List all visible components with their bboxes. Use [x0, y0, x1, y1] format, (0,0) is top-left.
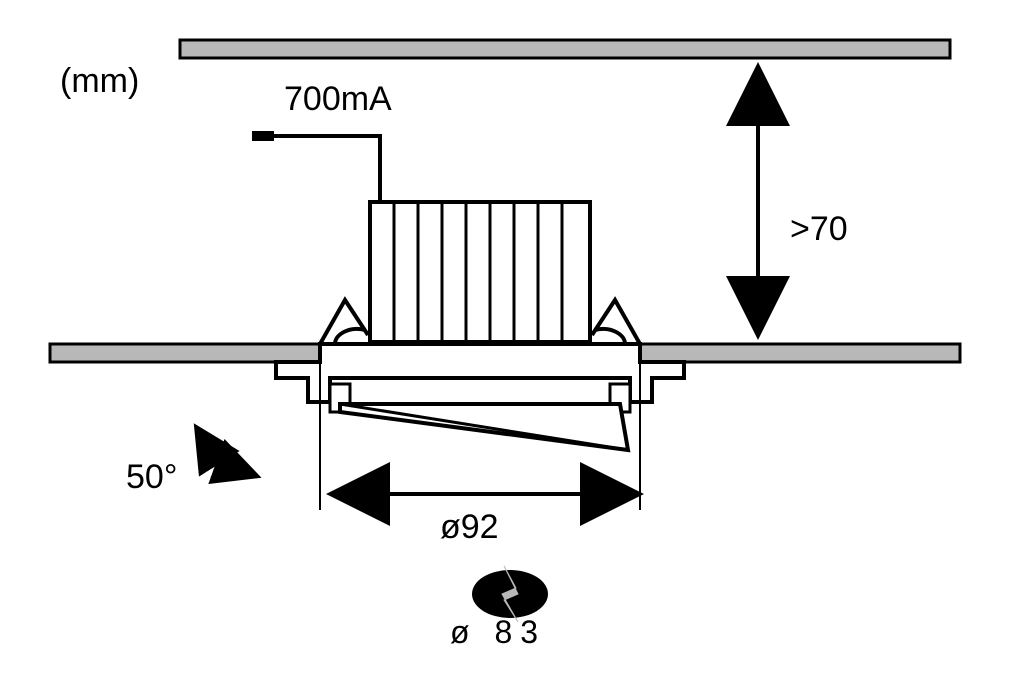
- diagram-svg: [0, 0, 1024, 682]
- mount-bar-left: [50, 344, 320, 362]
- technical-diagram: (mm) 700mA >70 50° ø92 ø 83: [0, 0, 1024, 682]
- tilt-angle-arc: [198, 430, 254, 475]
- ceiling-bar: [180, 40, 950, 58]
- tilt-lens: [340, 404, 628, 450]
- units-label: (mm): [60, 62, 139, 101]
- cutout-diameter-label: ø 83: [450, 614, 546, 651]
- clearance-label: >70: [790, 210, 848, 249]
- mount-bar-right: [640, 344, 960, 362]
- heatsink: [370, 202, 590, 342]
- outer-diameter-label: ø92: [440, 508, 499, 547]
- current-label: 700mA: [284, 80, 392, 119]
- power-wire: [252, 131, 380, 202]
- tilt-angle-label: 50°: [126, 458, 177, 497]
